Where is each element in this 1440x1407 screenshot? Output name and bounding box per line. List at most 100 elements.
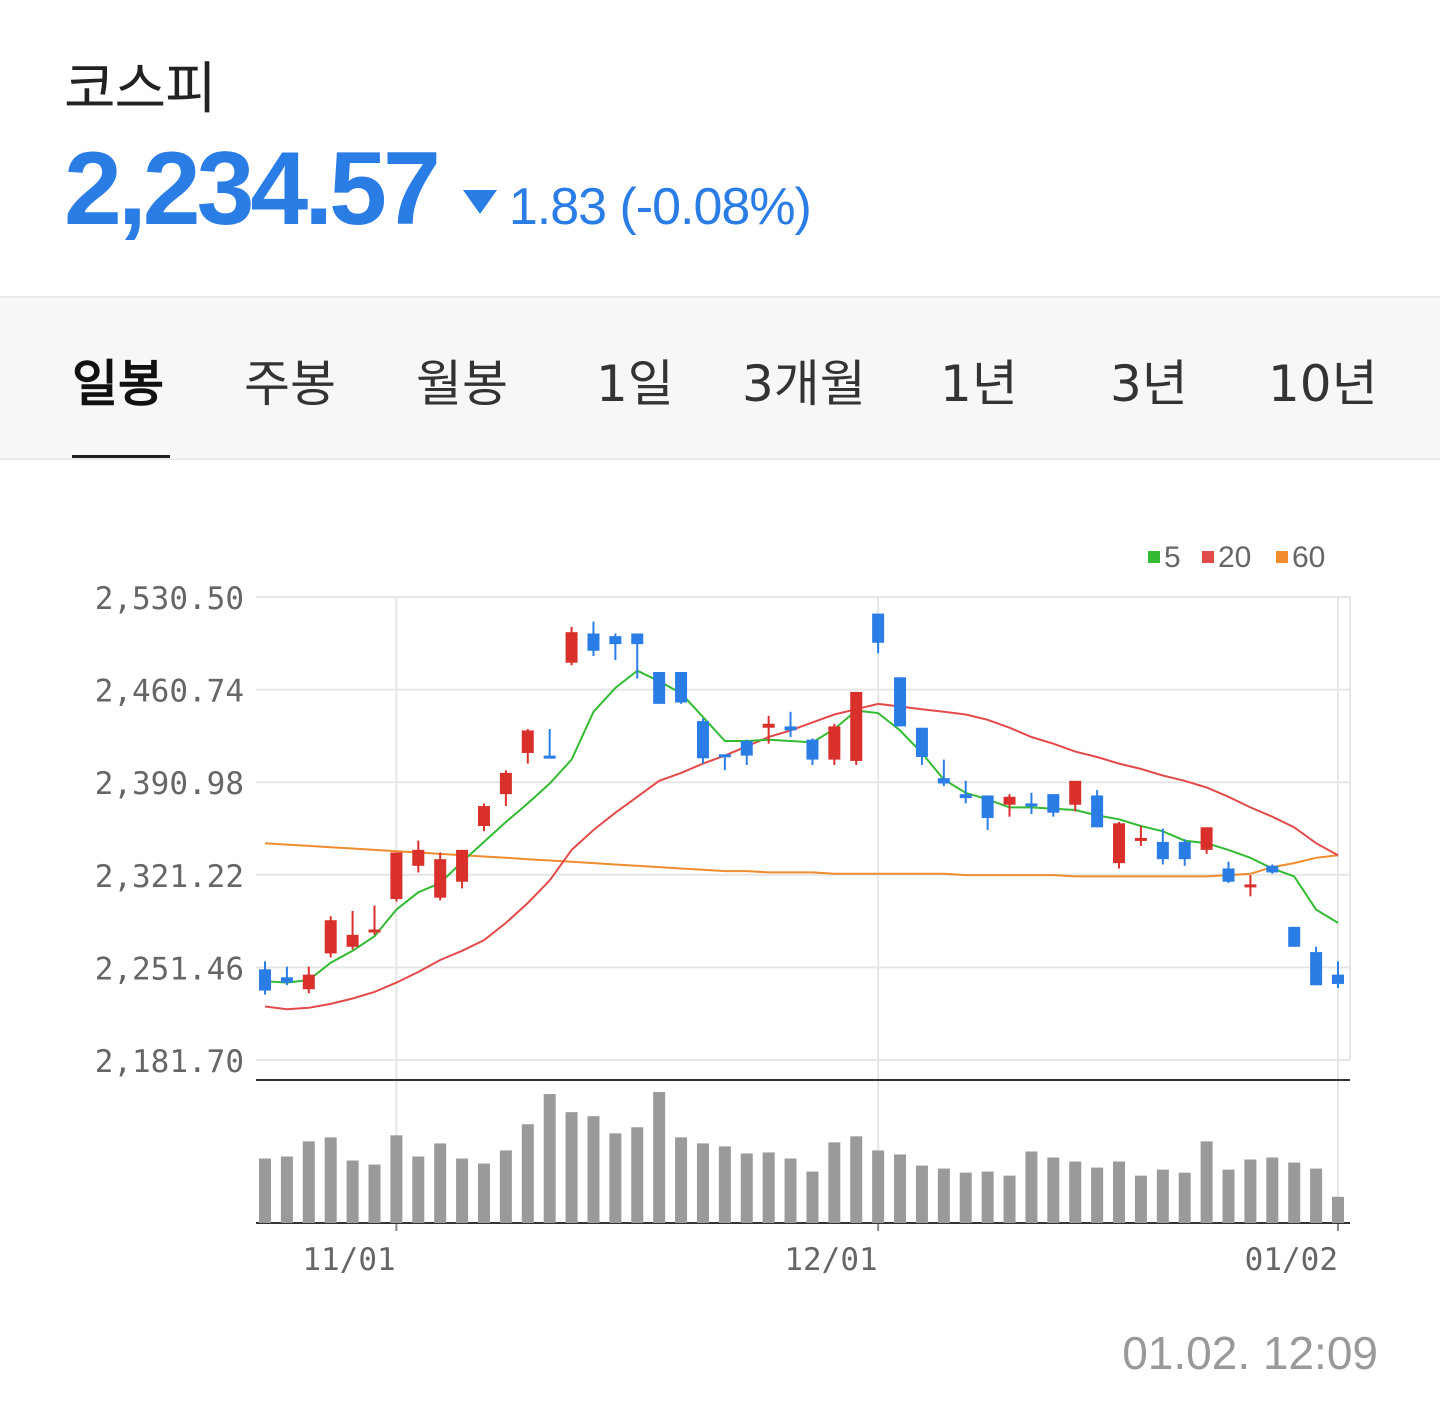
volume-bar bbox=[1266, 1157, 1279, 1223]
volume-bar bbox=[1025, 1151, 1038, 1223]
candle-body bbox=[324, 920, 337, 954]
candle bbox=[280, 966, 293, 986]
volume-bar bbox=[1222, 1169, 1235, 1223]
candle-body bbox=[1178, 841, 1191, 860]
candle bbox=[718, 754, 731, 771]
volume-bar bbox=[565, 1112, 578, 1223]
volume-bar bbox=[587, 1116, 600, 1223]
candle-body bbox=[565, 632, 578, 663]
candle-body bbox=[434, 859, 447, 898]
volume-bar bbox=[1156, 1169, 1169, 1223]
candle bbox=[937, 759, 950, 787]
timestamp: 01.02. 12:09 bbox=[1122, 1327, 1378, 1379]
candle-body bbox=[1069, 780, 1082, 805]
tab-weekly[interactable]: 주봉 bbox=[244, 355, 336, 413]
tab-daily[interactable]: 일봉 bbox=[72, 355, 164, 413]
volume-bar bbox=[390, 1135, 403, 1223]
candle-body bbox=[1222, 868, 1235, 882]
volume-bar bbox=[1047, 1157, 1060, 1223]
candle-body bbox=[696, 721, 709, 759]
candle bbox=[1003, 794, 1016, 817]
candle-body bbox=[784, 726, 797, 731]
candle-body bbox=[1134, 837, 1147, 841]
candle-body bbox=[1047, 794, 1060, 813]
candle bbox=[1200, 827, 1213, 854]
volume-bar bbox=[521, 1124, 534, 1223]
volume-bar bbox=[368, 1164, 381, 1223]
candle-body bbox=[412, 849, 425, 866]
y-tick-label: 2,181.70 bbox=[95, 1044, 244, 1080]
volume-bar bbox=[894, 1154, 907, 1223]
candle-body bbox=[1113, 823, 1126, 864]
candle bbox=[872, 613, 885, 654]
candle-body bbox=[368, 929, 381, 933]
volume-bar bbox=[302, 1141, 315, 1223]
volume-bar bbox=[696, 1143, 709, 1223]
volume-bar bbox=[499, 1150, 512, 1223]
volume-bar bbox=[280, 1156, 293, 1223]
volume-bar bbox=[806, 1171, 819, 1223]
candle bbox=[477, 803, 490, 832]
y-tick-label: 2,321.22 bbox=[95, 859, 244, 895]
volume-bar bbox=[259, 1158, 271, 1223]
legend-swatch bbox=[1148, 551, 1160, 563]
candle bbox=[434, 852, 447, 901]
candle bbox=[1069, 780, 1082, 812]
volume-bar bbox=[1200, 1141, 1213, 1223]
candle bbox=[1091, 790, 1104, 828]
candle-body bbox=[456, 849, 469, 882]
volume-bar bbox=[937, 1168, 950, 1223]
tab-3years[interactable]: 3년 bbox=[1110, 355, 1188, 413]
candle bbox=[543, 729, 556, 759]
current-price: 2,234.57 bbox=[64, 131, 441, 247]
candles bbox=[259, 613, 1344, 995]
candle-body bbox=[1310, 952, 1323, 986]
candle bbox=[1244, 875, 1257, 897]
candle bbox=[1025, 792, 1038, 815]
volume-bar bbox=[1244, 1159, 1257, 1223]
tab-1year[interactable]: 1년 bbox=[940, 355, 1018, 413]
volume-bar bbox=[412, 1156, 425, 1223]
volume-bar bbox=[1310, 1168, 1323, 1223]
candle-body bbox=[477, 806, 490, 826]
tab-monthly[interactable]: 월봉 bbox=[416, 355, 508, 413]
volume-bar bbox=[1091, 1167, 1104, 1223]
candle bbox=[981, 795, 994, 830]
candle-body bbox=[872, 613, 885, 643]
volume-bar bbox=[1332, 1196, 1344, 1223]
candle bbox=[806, 738, 819, 765]
candle bbox=[1047, 794, 1060, 817]
candle bbox=[762, 715, 775, 744]
legend-swatch bbox=[1202, 551, 1214, 563]
candle bbox=[959, 780, 972, 804]
candle-body bbox=[302, 974, 315, 990]
candlestick-chart[interactable]: 2,530.50 2,460.74 2,390.98 2,321.22 2,251.46… bbox=[0, 460, 1440, 1310]
price-row: 2,234.57 1.83 (-0.08%) bbox=[64, 130, 812, 250]
volume-bar bbox=[1178, 1172, 1191, 1223]
volume-bar bbox=[1003, 1175, 1016, 1223]
tab-1day[interactable]: 1일 bbox=[596, 355, 674, 413]
candle-body bbox=[1156, 841, 1169, 860]
candle bbox=[784, 711, 797, 738]
y-tick-label: 2,251.46 bbox=[95, 951, 244, 987]
candle bbox=[587, 621, 600, 657]
volume-bar bbox=[740, 1153, 753, 1223]
tab-3months[interactable]: 3개월 bbox=[742, 355, 866, 413]
candle-body bbox=[959, 794, 972, 799]
active-tab-indicator bbox=[72, 455, 170, 458]
volume-bar bbox=[959, 1172, 972, 1223]
candle-body bbox=[587, 633, 600, 651]
volume-bar bbox=[718, 1146, 731, 1223]
volume-bar bbox=[456, 1158, 469, 1223]
candle-body bbox=[1266, 865, 1279, 873]
candle bbox=[1134, 825, 1147, 846]
candle-body bbox=[1003, 796, 1016, 805]
ma20-line bbox=[264, 702, 1339, 1011]
candle-body bbox=[762, 723, 775, 728]
candle-body bbox=[280, 977, 293, 983]
candle bbox=[456, 849, 469, 889]
candle bbox=[1156, 828, 1169, 865]
tab-10years[interactable]: 10년 bbox=[1268, 355, 1378, 413]
volume-bar bbox=[675, 1137, 688, 1223]
volume-bar bbox=[609, 1133, 622, 1223]
